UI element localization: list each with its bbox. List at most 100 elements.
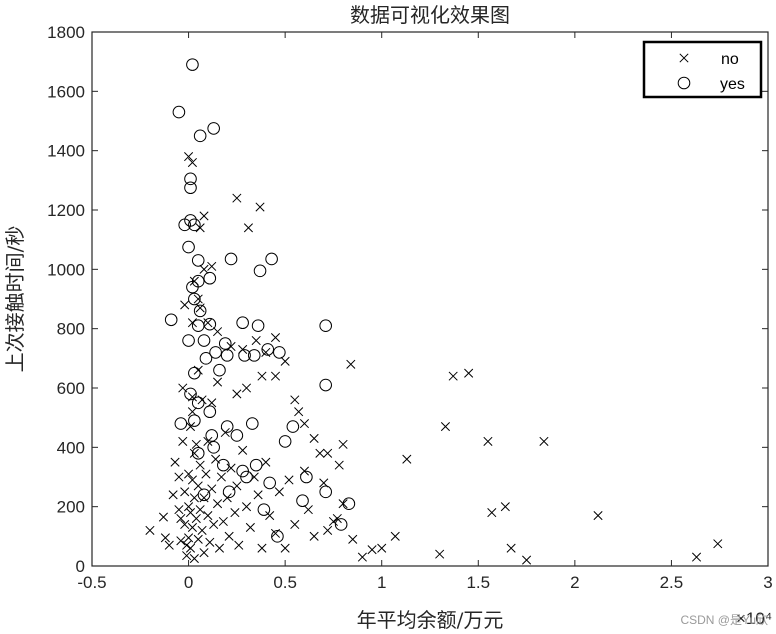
point-yes (188, 218, 201, 232)
point-no (170, 457, 180, 467)
point-yes (205, 429, 219, 442)
point-no (234, 540, 244, 550)
plot-area (91, 31, 769, 567)
point-no (367, 545, 377, 555)
point-no (184, 533, 194, 543)
point-yes (188, 414, 201, 427)
x-tick-label: 2.5 (660, 573, 684, 592)
data-points (145, 58, 723, 565)
point-no (184, 469, 194, 479)
point-no (464, 368, 474, 378)
point-yes (296, 494, 309, 508)
x-axis-label: 年平均余额/万元 (357, 608, 504, 632)
point-no (309, 433, 319, 443)
point-no (174, 472, 184, 482)
point-no (280, 356, 290, 366)
point-yes (182, 334, 195, 347)
point-no (195, 223, 205, 233)
point-yes (247, 349, 261, 362)
point-yes (199, 352, 213, 365)
point-no (334, 460, 344, 470)
legend-marker-yes (677, 76, 691, 90)
point-no (174, 505, 184, 515)
point-no (253, 490, 263, 500)
point-no (187, 318, 197, 328)
point-no (290, 519, 300, 530)
point-no (230, 508, 240, 518)
point-yes (193, 129, 207, 143)
point-yes (240, 470, 253, 484)
point-yes (203, 317, 217, 331)
point-yes (253, 264, 267, 278)
point-yes (186, 58, 199, 71)
point-no (193, 294, 203, 304)
point-no (203, 511, 213, 521)
point-no (203, 436, 213, 446)
point-no (184, 152, 194, 162)
point-yes (334, 518, 348, 531)
point-no (261, 457, 271, 467)
point-yes (251, 319, 265, 333)
y-tick-label: 800 (57, 320, 85, 339)
point-no (207, 261, 217, 271)
point-no (216, 472, 226, 482)
point-no (199, 211, 209, 221)
point-yes (319, 319, 333, 333)
point-yes (230, 429, 244, 442)
point-no (214, 543, 225, 553)
watermark: CSDN @是Yu欣 (680, 613, 768, 627)
y-tick-label: 0 (76, 557, 85, 576)
point-no (178, 436, 188, 446)
point-yes (222, 485, 236, 499)
point-no (182, 551, 192, 561)
point-yes (224, 252, 238, 266)
point-yes (319, 485, 333, 499)
point-yes (220, 349, 234, 362)
point-no (185, 422, 196, 432)
y-tick-label: 1800 (47, 23, 85, 42)
point-yes (319, 378, 333, 392)
point-no (212, 327, 223, 337)
x-axis: -0.5 0 0.5 1 1.5 2 2.5 3 (77, 32, 773, 592)
point-no (180, 487, 190, 497)
point-yes (209, 346, 222, 359)
y-axis: 0 200 400 600 800 1000 1200 1400 1600 1800 (47, 23, 768, 576)
point-no (390, 531, 400, 541)
point-no (284, 475, 294, 485)
legend: no yes (642, 40, 763, 99)
point-no (435, 549, 445, 559)
point-no (402, 454, 412, 464)
point-yes (218, 337, 232, 350)
point-yes (278, 435, 292, 448)
point-no (182, 540, 192, 550)
point-no (197, 525, 207, 535)
point-no (203, 318, 213, 328)
point-yes (197, 334, 211, 347)
point-yes (217, 458, 230, 472)
x-tick-label: 3 (763, 573, 772, 592)
point-no (332, 513, 342, 524)
point-no (189, 554, 199, 564)
legend-marker-no (679, 53, 689, 63)
point-no (218, 516, 228, 527)
point-no (255, 202, 265, 212)
point-yes (203, 405, 217, 419)
legend-o-marker (677, 76, 691, 90)
point-no (199, 548, 209, 558)
point-yes (184, 172, 197, 186)
point-no (209, 519, 219, 530)
point-no (187, 157, 197, 168)
point-no (348, 534, 358, 544)
point-yes (188, 366, 201, 380)
x-tick-label: -0.5 (77, 573, 106, 592)
point-no (500, 502, 510, 512)
x-tick-label: 0.5 (273, 573, 297, 592)
point-no (323, 448, 333, 458)
point-no (195, 460, 205, 470)
point-no (189, 493, 199, 503)
point-yes (174, 417, 188, 430)
x-exponent-label: ×10⁴ (736, 609, 772, 628)
point-yes (172, 105, 186, 119)
point-yes (184, 181, 197, 195)
point-no (280, 543, 290, 553)
